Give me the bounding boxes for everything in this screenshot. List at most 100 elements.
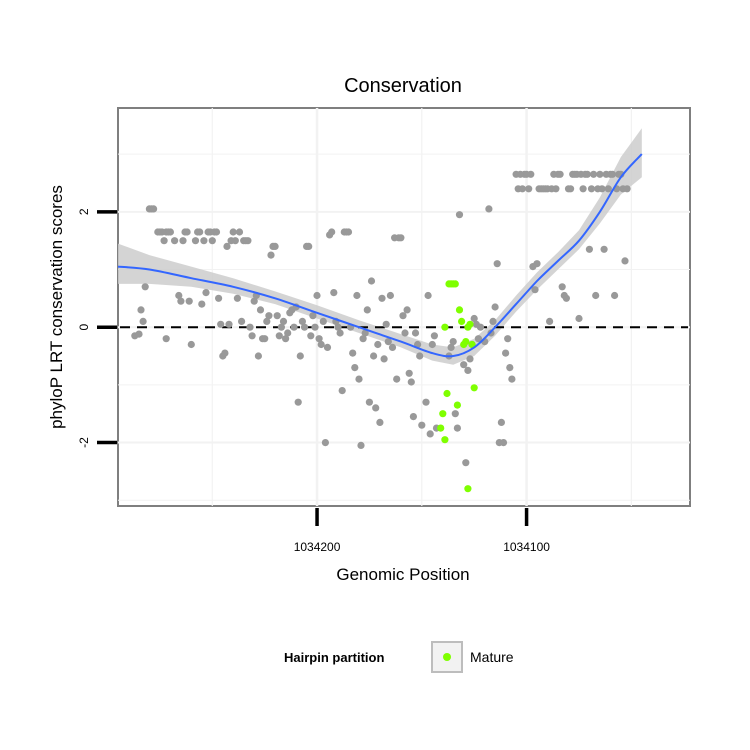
- point-other: [231, 237, 239, 245]
- point-other: [590, 170, 598, 178]
- point-other: [485, 205, 493, 213]
- point-mature: [439, 410, 447, 418]
- point-other: [267, 251, 275, 259]
- point-other: [621, 257, 629, 265]
- chart-title: Conservation: [344, 75, 462, 97]
- point-other: [261, 335, 269, 343]
- point-other: [254, 352, 262, 360]
- point-other: [244, 237, 252, 245]
- point-other: [135, 330, 143, 338]
- point-other: [166, 228, 174, 236]
- point-other: [470, 314, 478, 323]
- point-other: [489, 317, 497, 325]
- point-other: [221, 349, 229, 357]
- y-tick-label: 2: [77, 208, 91, 215]
- point-other: [376, 418, 384, 426]
- point-mature: [437, 424, 445, 432]
- point-other: [502, 349, 510, 357]
- legend-label-mature: Mature: [470, 649, 514, 665]
- point-other: [315, 335, 323, 343]
- point-other: [223, 242, 231, 250]
- point-other: [313, 291, 321, 300]
- point-other: [198, 300, 206, 308]
- point-other: [418, 421, 426, 429]
- point-other: [460, 361, 468, 369]
- point-other: [191, 237, 200, 245]
- point-other: [382, 320, 390, 328]
- point-other: [558, 283, 566, 291]
- point-other: [208, 237, 216, 245]
- point-other: [600, 245, 608, 253]
- point-other: [401, 329, 409, 337]
- point-other: [338, 387, 346, 395]
- point-other: [298, 317, 306, 325]
- point-other: [399, 312, 407, 320]
- point-mature: [464, 485, 472, 493]
- point-other: [598, 185, 606, 193]
- point-mature: [441, 323, 449, 331]
- point-other: [623, 185, 631, 193]
- point-other: [430, 332, 438, 340]
- point-other: [217, 320, 225, 328]
- point-other: [604, 185, 612, 193]
- point-other: [141, 283, 149, 291]
- x-tick-label: 1034200: [294, 540, 341, 554]
- point-other: [319, 317, 327, 325]
- point-other: [300, 323, 309, 331]
- point-other: [451, 410, 459, 418]
- point-other: [355, 375, 363, 383]
- point-other: [567, 185, 575, 193]
- point-mature: [451, 280, 459, 288]
- point-other: [344, 228, 353, 236]
- point-other: [246, 323, 254, 331]
- point-other: [378, 294, 386, 302]
- point-other: [351, 364, 359, 372]
- point-other: [196, 228, 204, 236]
- point-other: [296, 352, 304, 360]
- point-other: [491, 303, 499, 311]
- point-other: [359, 335, 367, 343]
- point-other: [428, 340, 436, 349]
- point-other: [171, 237, 179, 245]
- smooth-curve: [117, 153, 643, 358]
- y-axis-title: phyloP LRT conservation scores: [47, 185, 66, 429]
- point-other: [409, 413, 417, 421]
- point-other: [424, 291, 432, 300]
- point-mature: [466, 320, 474, 328]
- point-other: [225, 320, 233, 328]
- point-other: [506, 364, 514, 372]
- point-other: [162, 335, 170, 343]
- point-other: [579, 185, 587, 193]
- point-other: [265, 312, 273, 320]
- point-other: [215, 294, 223, 302]
- point-other: [353, 291, 361, 300]
- point-mature: [455, 306, 464, 314]
- point-other: [426, 430, 434, 438]
- point-mature: [462, 338, 470, 346]
- point-other: [611, 291, 619, 300]
- point-other: [187, 340, 195, 349]
- point-mature: [453, 401, 461, 409]
- point-other: [462, 459, 470, 467]
- point-other: [508, 375, 516, 383]
- plot-panel: [117, 107, 691, 507]
- point-other: [411, 329, 420, 337]
- point-other: [583, 170, 591, 178]
- point-other: [200, 237, 208, 245]
- smooth-line: [117, 153, 643, 358]
- point-other: [336, 329, 344, 337]
- point-other: [349, 349, 357, 357]
- point-mature: [458, 317, 466, 325]
- point-other: [575, 314, 583, 323]
- point-other: [357, 441, 365, 449]
- point-other: [531, 286, 539, 294]
- point-other: [386, 291, 394, 300]
- y-tick-label: -2: [77, 437, 91, 448]
- point-other: [177, 297, 185, 305]
- x-tick-label: 1034100: [503, 540, 550, 554]
- point-mature: [468, 340, 476, 349]
- x-axis-title: Genomic Position: [336, 565, 469, 584]
- point-other: [307, 332, 315, 340]
- point-other: [238, 317, 246, 325]
- point-other: [455, 211, 464, 219]
